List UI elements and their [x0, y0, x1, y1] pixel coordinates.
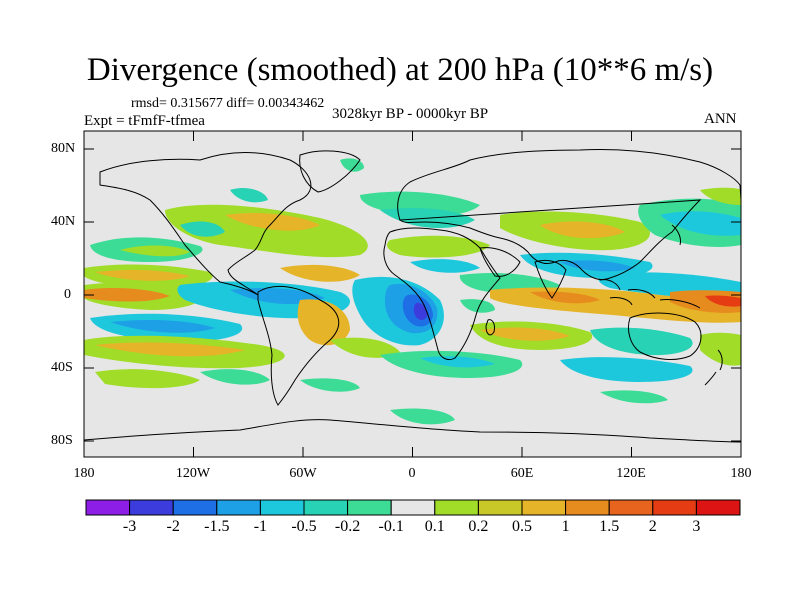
plot-title: Divergence (smoothed) at 200 hPa (10**6 …: [86, 52, 714, 88]
divergence-field: [84, 158, 741, 425]
lon-label-120w: 120W: [175, 466, 211, 481]
field-patch: [390, 408, 455, 425]
field-patch: [705, 295, 741, 307]
field-patch: [330, 337, 400, 358]
colorbar-label: 2: [648, 518, 657, 535]
field-patch: [600, 390, 668, 404]
field-patch: [297, 299, 350, 346]
field-patch: [413, 302, 428, 320]
field-patch: [84, 288, 170, 302]
field-patch: [660, 211, 741, 236]
colorbar-swatch: [652, 499, 697, 516]
colorbar-swatch: [303, 499, 349, 516]
field-patch: [530, 291, 600, 304]
colorbar-label: 0.2: [468, 518, 489, 535]
colorbar: [85, 499, 741, 516]
colorbar-swatch: [129, 499, 174, 516]
coastlines: [84, 149, 741, 443]
colorbar-swatch: [347, 499, 392, 516]
field-patch: [590, 327, 693, 356]
field-patch: [460, 299, 495, 313]
lat-label-equator: 0: [64, 287, 71, 302]
coastline-north-america: [99, 152, 312, 296]
coastline-africa: [383, 227, 501, 361]
colorbar-label: -3: [122, 518, 137, 535]
field-patch: [540, 221, 625, 239]
stats-label: rmsd= 0.315677 diff= 0.00343462: [131, 96, 325, 111]
field-patch: [560, 357, 693, 382]
field-patch: [700, 187, 741, 205]
lon-label-60w: 60W: [289, 466, 317, 481]
lon-label-180e: 180: [730, 466, 752, 481]
colorbar-label: -0.2: [334, 518, 361, 535]
coastline-se-asia: [599, 279, 701, 309]
colorbar-label: -1: [253, 518, 268, 535]
colorbar-swatch: [565, 499, 610, 516]
coastline-greenland: [299, 150, 361, 193]
lat-label-40s: 40S: [51, 360, 73, 375]
field-patch: [387, 235, 490, 258]
coastline-arabia: [479, 247, 521, 277]
colorbar-swatch: [390, 499, 436, 516]
colorbar-swatch: [259, 499, 305, 516]
field-patch: [420, 356, 495, 368]
field-patch: [95, 342, 245, 357]
coastline-japan: [671, 224, 681, 246]
field-patch: [340, 158, 364, 172]
field-patch: [300, 378, 360, 392]
field-patch: [165, 204, 368, 258]
colorbar-label: -1.5: [204, 518, 230, 535]
coastline-antarctica: [84, 419, 741, 443]
lon-label-60e: 60E: [510, 466, 534, 481]
colorbar-swatch: [695, 499, 741, 516]
field-patch: [110, 320, 215, 333]
lon-label-0: 0: [408, 466, 416, 481]
colorbar-swatch: [477, 499, 523, 516]
period-label: 3028kyr BP - 0000kyr BP: [331, 106, 489, 122]
coastline-india: [534, 259, 567, 299]
lat-ticks: [84, 148, 741, 442]
lat-label-80n: 80N: [51, 141, 76, 156]
field-patch: [180, 221, 225, 237]
field-patch: [120, 245, 190, 257]
colorbar-label: 3: [692, 518, 701, 535]
field-patch: [280, 264, 360, 282]
field-patch: [230, 188, 268, 203]
coastline-madagascar: [485, 319, 495, 336]
colorbar-label: 0.5: [512, 518, 532, 535]
coastline-australia: [627, 312, 702, 360]
field-patch: [560, 260, 635, 272]
field-patch: [480, 327, 570, 341]
season-label: ANN: [704, 111, 737, 127]
colorbar-swatch: [434, 499, 479, 516]
lat-label-80s: 80S: [51, 433, 73, 448]
map-plot-area: [84, 131, 741, 457]
coastline-new-zealand: [704, 349, 723, 386]
colorbar-label: -0.5: [291, 518, 317, 535]
colorbar-label: 0.1: [424, 518, 445, 535]
colorbar-swatch: [85, 499, 131, 516]
coastline-south-america: [257, 286, 340, 406]
field-patch: [700, 332, 741, 366]
lon-label-180w: 180: [73, 466, 95, 481]
lon-ticks: [193, 131, 632, 457]
colorbar-swatch: [521, 499, 567, 516]
colorbar-label: -2: [166, 518, 180, 535]
colorbar-swatch: [216, 499, 261, 516]
colorbar-swatch: [172, 499, 218, 516]
field-patch: [95, 269, 190, 281]
field-patch: [200, 369, 270, 385]
colorbar-swatch: [608, 499, 654, 516]
field-patch: [95, 369, 200, 389]
field-patch: [410, 259, 480, 273]
lon-label-120e: 120E: [616, 466, 646, 481]
experiment-label: Expt = tFmfF-tfmea: [84, 113, 205, 129]
colorbar-label: 1: [561, 518, 570, 535]
colorbar-label: -0.1: [378, 518, 404, 535]
lat-label-40n: 40N: [51, 214, 76, 229]
colorbar-label: 1.5: [599, 518, 620, 535]
